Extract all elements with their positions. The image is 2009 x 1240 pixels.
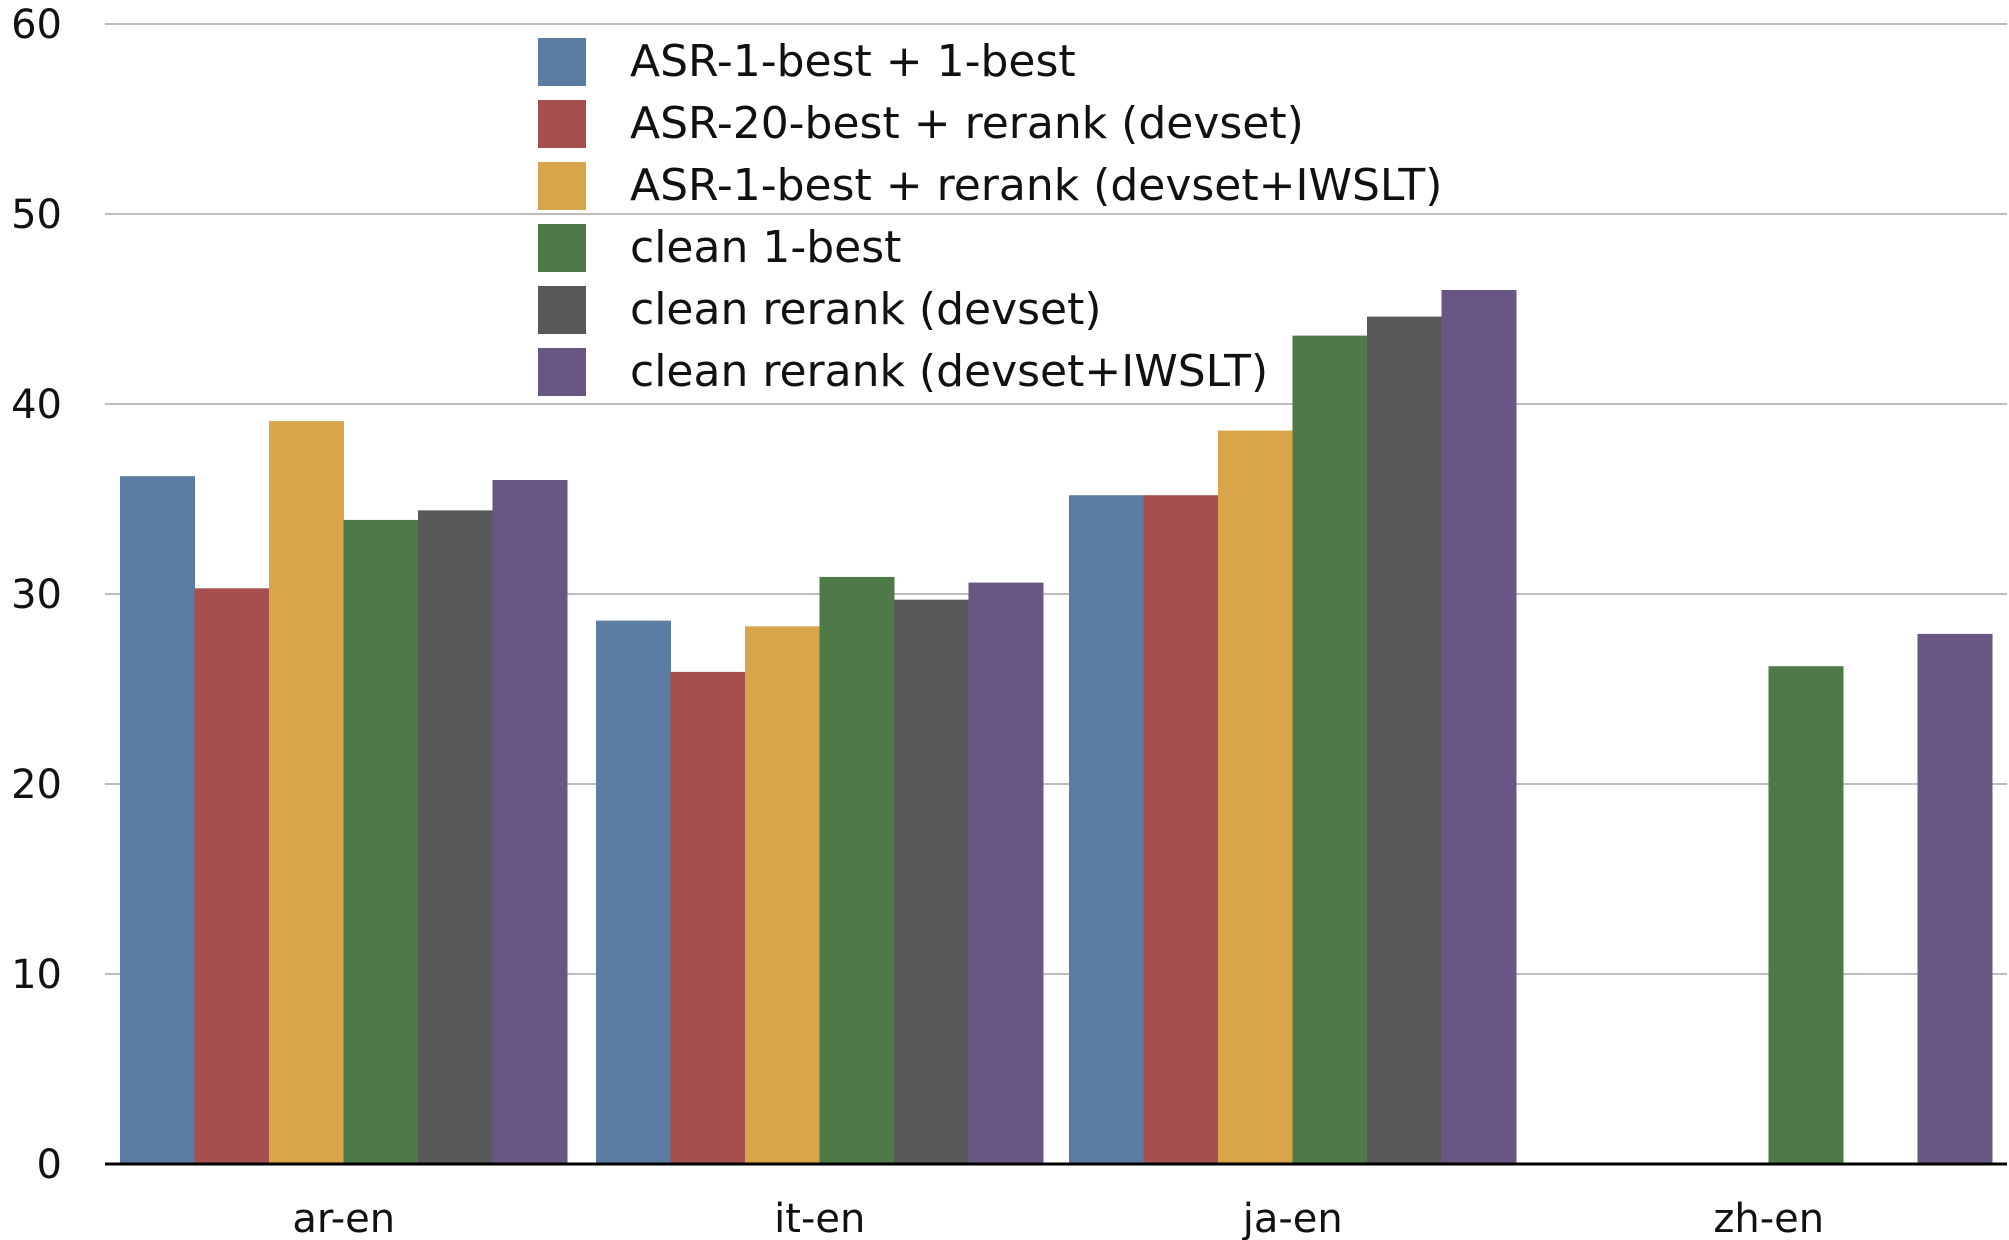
legend-swatch	[538, 224, 586, 272]
legend-label: clean 1-best	[630, 222, 901, 273]
legend-swatch	[538, 286, 586, 334]
legend-label: ASR-1-best + rerank (devset+IWSLT)	[630, 160, 1442, 211]
legend-label: clean rerank (devset+IWSLT)	[630, 346, 1268, 397]
x-category-label: ar-en	[292, 1196, 395, 1240]
y-axis-ticks: 0 10 20 30 40 50 60	[11, 2, 62, 1188]
bar-zh-en-series-6	[1917, 633, 1993, 1164]
bar-it-en-series-6	[968, 582, 1044, 1164]
legend-swatch	[538, 348, 586, 396]
x-category-label: zh-en	[1713, 1196, 1824, 1240]
y-tick-label: 0	[37, 1142, 62, 1188]
y-tick-label: 40	[11, 382, 62, 428]
legend-swatch	[538, 38, 586, 86]
bar-it-en-series-2	[670, 671, 746, 1164]
bars	[120, 290, 1993, 1165]
legend-label: clean rerank (devset)	[630, 284, 1102, 335]
bar-ja-en-series-5	[1367, 316, 1442, 1165]
bar-it-en-series-4	[819, 576, 895, 1164]
bar-ar-en-series-2	[194, 588, 270, 1164]
legend-swatch	[538, 162, 586, 210]
bar-ja-en-series-6	[1441, 290, 1517, 1164]
bar-ar-en-series-3	[269, 421, 344, 1165]
x-category-label: it-en	[774, 1196, 865, 1240]
bar-it-en-series-3	[745, 626, 820, 1164]
bar-zh-en-series-4	[1768, 666, 1844, 1164]
bar-ar-en-series-6	[492, 480, 568, 1164]
bar-it-en-series-5	[894, 599, 969, 1164]
y-tick-label: 10	[11, 952, 62, 998]
bar-ar-en-series-5	[418, 510, 493, 1164]
bar-ja-en-series-3	[1218, 430, 1293, 1165]
x-category-label: ja-en	[1242, 1196, 1343, 1240]
y-tick-label: 60	[11, 2, 62, 48]
legend-label: ASR-20-best + rerank (devset)	[630, 98, 1304, 149]
y-tick-label: 30	[11, 572, 62, 618]
y-tick-label: 20	[11, 762, 62, 808]
legend-label: ASR-1-best + 1-best	[630, 36, 1076, 87]
bar-ja-en-series-2	[1143, 495, 1219, 1164]
x-axis-categories: ar-en it-en ja-en zh-en	[292, 1196, 1824, 1240]
bar-it-en-series-1	[596, 620, 671, 1164]
bar-ja-en-series-4	[1292, 335, 1368, 1165]
y-tick-label: 50	[11, 192, 62, 238]
legend-swatch	[538, 100, 586, 148]
bar-ar-en-series-4	[343, 519, 419, 1164]
legend: ASR-1-best + 1-best ASR-20-best + rerank …	[538, 36, 1442, 397]
bar-ja-en-series-1	[1069, 495, 1144, 1164]
bar-ar-en-series-1	[120, 476, 195, 1164]
